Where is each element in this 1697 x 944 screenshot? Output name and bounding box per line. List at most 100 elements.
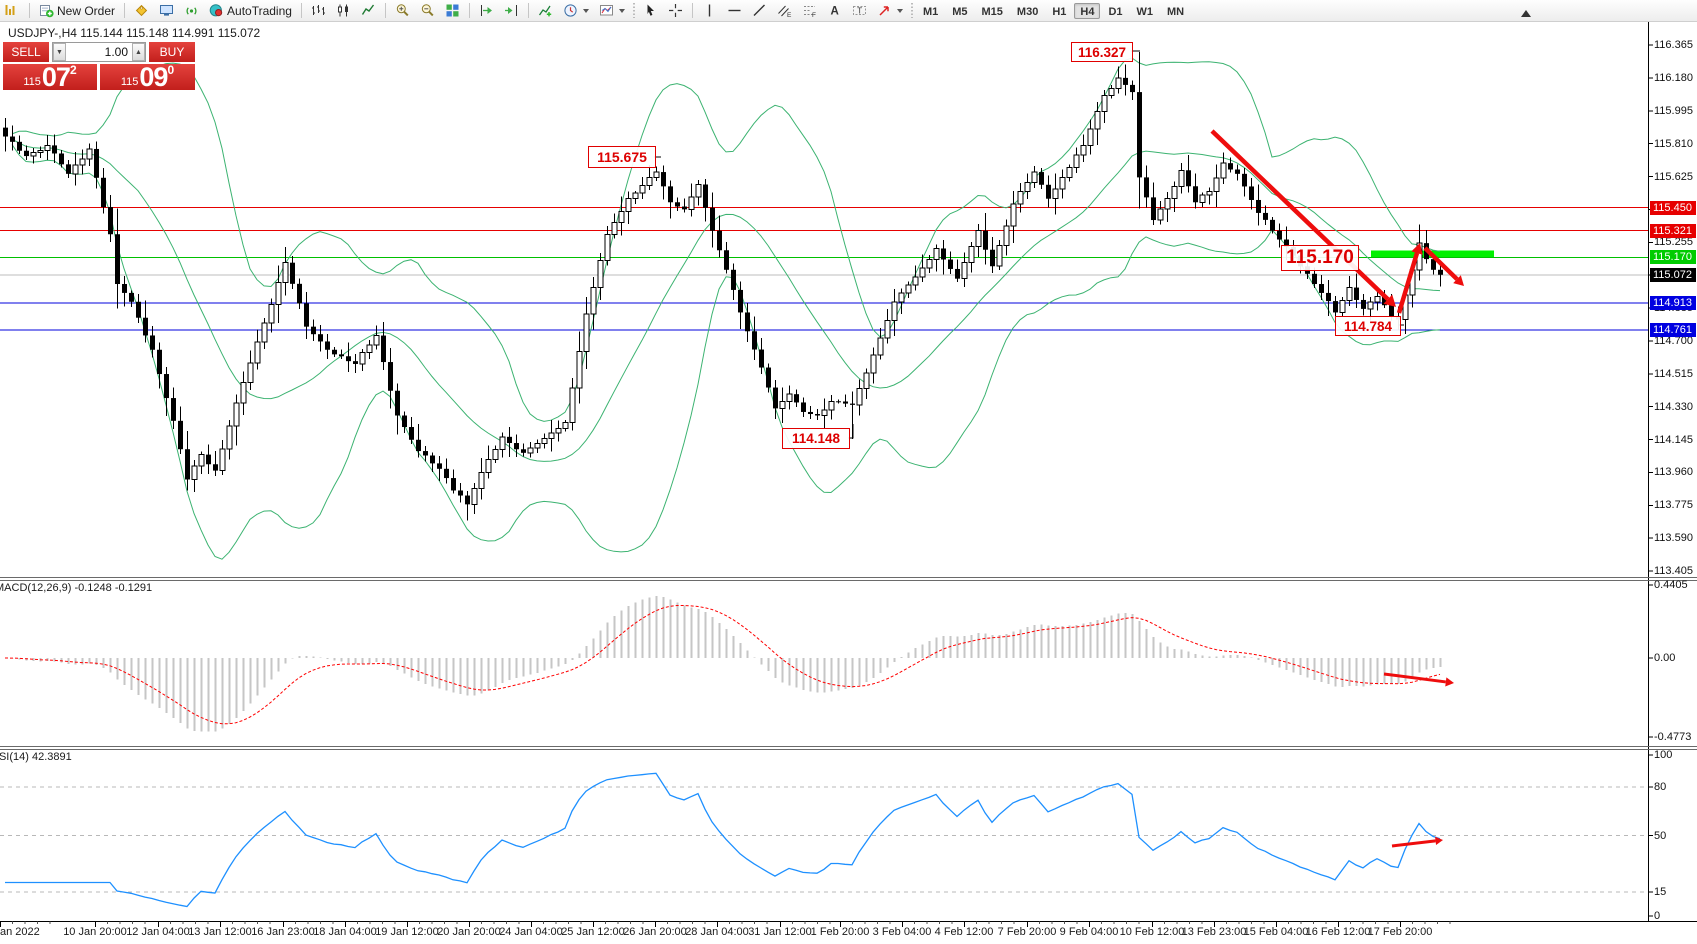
buy-button[interactable]: BUY <box>149 42 195 62</box>
time-tick: 26 Jan 20:00 <box>623 926 687 938</box>
line-chart-button[interactable] <box>357 2 380 20</box>
monitor-icon <box>159 3 174 18</box>
hline-icon <box>727 3 742 18</box>
autotrading-icon <box>209 3 224 18</box>
trendline-button[interactable] <box>748 2 771 20</box>
tile-windows-button[interactable] <box>441 2 464 20</box>
chart-window[interactable]: USDJPY-,H4 115.144 115.148 114.991 115.0… <box>0 10 1697 944</box>
barchart-icon <box>311 3 326 18</box>
price-tick: 116.365 <box>1654 39 1693 51</box>
timeframe-button-mn[interactable]: MN <box>1167 5 1185 18</box>
signals-button[interactable] <box>180 2 203 20</box>
time-tick: 28 Jan 04:00 <box>685 926 749 938</box>
indicators-button[interactable] <box>534 2 557 20</box>
sell-price-big: 07 <box>41 62 71 92</box>
svg-text:F: F <box>812 12 816 18</box>
timeframe-button-m15[interactable]: M15 <box>981 5 1003 18</box>
macd-indicator <box>4 596 1442 732</box>
cursor-button[interactable] <box>639 2 662 20</box>
zoom-out-button[interactable] <box>416 2 439 20</box>
candlestick-chart-button[interactable] <box>332 2 355 20</box>
svg-text:E: E <box>787 12 792 18</box>
toolbar-separator <box>468 3 470 18</box>
templates-button[interactable] <box>595 2 629 20</box>
price-annotation-label[interactable]: 114.148 <box>782 428 850 449</box>
toolbar-separator <box>124 3 126 18</box>
cursor-icon <box>643 3 658 18</box>
indicators-icon <box>538 3 553 18</box>
price-line-badge: 115.450 <box>1650 200 1696 215</box>
time-tick: 4 Feb 12:00 <box>934 926 994 938</box>
price-tag-button[interactable] <box>130 2 153 20</box>
price-line-badge: 115.170 <box>1650 250 1696 265</box>
time-tick: 13 Jan 12:00 <box>188 926 252 938</box>
text-label-button[interactable]: T <box>848 2 871 20</box>
fibo-icon: F <box>802 3 817 18</box>
crosshair-icon <box>668 3 683 18</box>
price-annotation-label[interactable]: 114.784 <box>1335 316 1401 336</box>
scroll-up-icon[interactable] <box>1521 10 1531 17</box>
price-tick: 115.995 <box>1654 104 1693 117</box>
timeframe-button-w1[interactable]: W1 <box>1136 5 1154 18</box>
signal-icon <box>184 3 199 18</box>
time-tick: 24 Jan 04:00 <box>499 926 563 938</box>
price-annotation-label[interactable]: 116.327 <box>1071 42 1133 62</box>
text-button[interactable]: A <box>823 2 846 20</box>
tag-icon <box>134 3 149 18</box>
auto-scroll-button[interactable] <box>475 2 498 20</box>
price-chart-canvas[interactable] <box>0 22 1697 944</box>
annotation-drawings[interactable] <box>654 50 1464 848</box>
buy-price-pip: 0 <box>167 63 175 77</box>
new-order-button[interactable]: New Order <box>35 2 119 20</box>
buy-price-panel[interactable]: 115 09 0 <box>100 62 195 92</box>
chevron-down-icon[interactable] <box>618 8 625 13</box>
timeframe-button-m1[interactable]: M1 <box>922 5 939 18</box>
toolbar-grip <box>632 3 635 18</box>
svg-text:T: T <box>857 6 862 15</box>
autotrading-button[interactable]: AutoTrading <box>205 2 296 20</box>
fibonacci-button[interactable]: F <box>798 2 821 20</box>
macd-label: MACD(12,26,9) -0.1248 -0.1291 <box>0 582 153 594</box>
tiles-icon <box>445 3 460 18</box>
arrows-icon <box>877 3 892 18</box>
time-tick: an 2022 <box>0 926 40 938</box>
time-tick: 15 Feb 04:00 <box>1243 926 1309 938</box>
neworder-icon <box>39 3 54 18</box>
bar-chart-button[interactable] <box>307 2 330 20</box>
buy-price-big: 09 <box>139 62 168 92</box>
zoom-in-button[interactable] <box>391 2 414 20</box>
volume-decrease-button[interactable]: ▼ <box>53 43 66 61</box>
time-tick: 1 Feb 20:00 <box>810 926 870 938</box>
channel-button[interactable]: E <box>773 2 796 20</box>
arrows-button[interactable] <box>873 2 907 20</box>
timeframe-button-m30[interactable]: M30 <box>1016 5 1039 18</box>
periods-button[interactable] <box>559 2 593 20</box>
time-tick: 31 Jan 12:00 <box>748 926 812 938</box>
volume-value[interactable]: 1.00 <box>104 45 128 59</box>
timeframe-button-h1[interactable]: H1 <box>1052 5 1067 18</box>
timeframe-button-m5[interactable]: M5 <box>952 5 968 18</box>
volume-increase-button[interactable]: ▲ <box>132 43 145 61</box>
timeframe-button-d1[interactable]: D1 <box>1108 5 1123 18</box>
chevron-down-icon[interactable] <box>582 8 589 13</box>
price-annotation-label[interactable]: 115.675 <box>588 146 656 168</box>
crosshair-button[interactable] <box>664 2 687 20</box>
terminal-button[interactable] <box>155 2 178 20</box>
vertical-line-button[interactable] <box>698 2 721 20</box>
chart-shift-button[interactable] <box>500 2 523 20</box>
chevron-down-icon[interactable] <box>896 8 903 13</box>
macd-tick: 0.00 <box>1654 652 1676 664</box>
price-annotation-label[interactable]: 115.170 <box>1281 245 1359 271</box>
chart-title: USDJPY-,H4 115.144 115.148 114.991 115.0… <box>8 26 261 40</box>
horizontal-line-button[interactable] <box>723 2 746 20</box>
rsi-tick: 0 <box>1654 910 1661 922</box>
time-tick: 10 Jan 20:00 <box>63 926 127 938</box>
label-icon: T <box>852 3 867 18</box>
sell-price-panel[interactable]: 115 07 2 <box>3 62 97 92</box>
sell-button[interactable]: SELL <box>3 42 49 62</box>
chart-fragment[interactable] <box>1 2 24 20</box>
volume-stepper[interactable]: ▼ 1.00 ▲ <box>52 42 146 62</box>
price-tick: 115.625 <box>1654 170 1693 183</box>
timeframe-button-h4[interactable]: H4 <box>1074 2 1101 19</box>
